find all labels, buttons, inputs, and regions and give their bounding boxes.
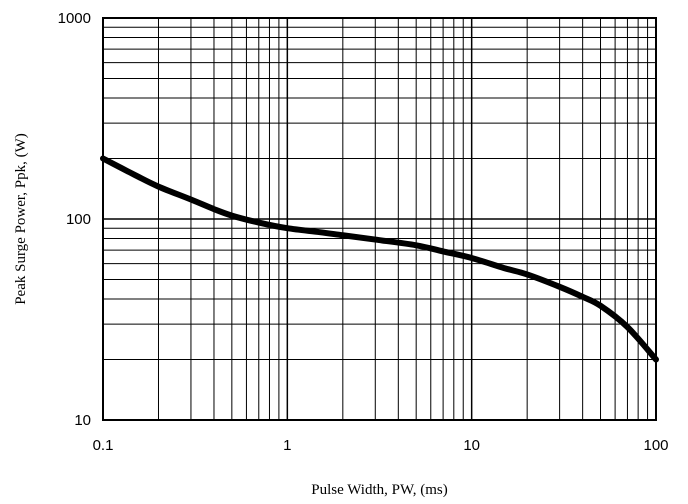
x-tick-label: 10 [463,437,480,454]
x-tick-label: 0.1 [93,437,114,454]
y-tick-labels: 10 100 1000 [58,10,91,429]
x-tick-label: 1 [283,437,291,454]
plot-frame [102,17,657,421]
x-axis-title: Pulse Width, PW, (ms) [311,482,448,498]
x-tick-labels: 0.1 1 10 100 [93,437,669,454]
x-tick-label: 100 [643,437,668,454]
power-curve-line [100,155,659,363]
y-tick-label: 10 [74,412,91,429]
y-axis-title: Peak Surge Power, Ppk, (W) [13,133,29,305]
y-tick-label: 100 [66,211,91,228]
y-tick-label: 1000 [58,10,91,27]
